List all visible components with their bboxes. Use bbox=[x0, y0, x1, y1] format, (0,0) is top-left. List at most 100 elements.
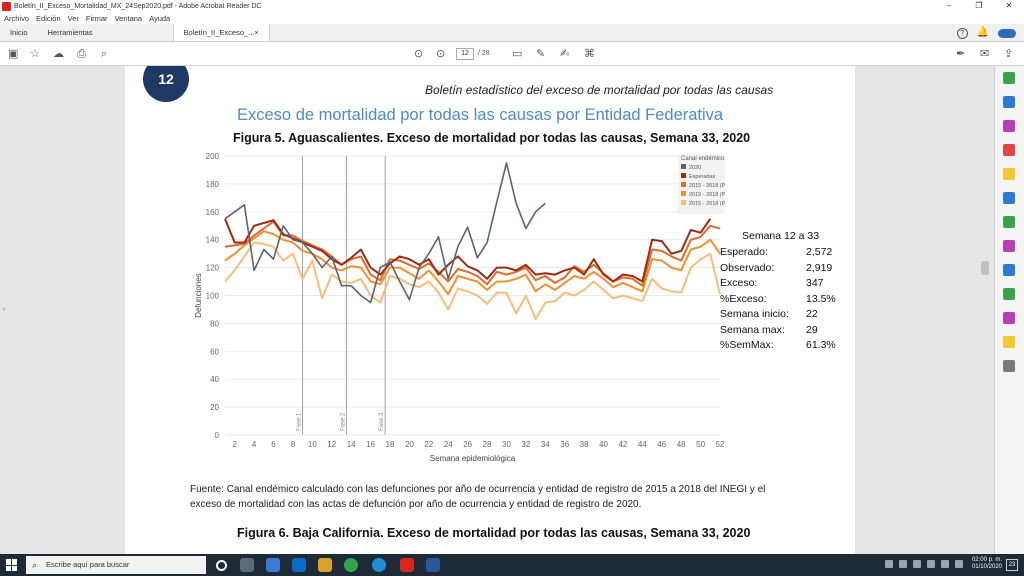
notifications-bell-icon[interactable]: 🔔 bbox=[976, 27, 990, 38]
compress-pdf-icon[interactable] bbox=[1003, 216, 1015, 228]
acrobat-taskbar-icon[interactable] bbox=[400, 558, 414, 572]
comment-tool-icon[interactable] bbox=[1003, 168, 1015, 180]
x-tick-label: 4 bbox=[252, 440, 257, 449]
outlook-icon[interactable] bbox=[292, 558, 306, 572]
x-tick-label: 48 bbox=[677, 440, 686, 449]
y-tick-label: 100 bbox=[206, 292, 220, 301]
x-tick-label: 26 bbox=[463, 440, 472, 449]
save-icon[interactable]: ▣ bbox=[8, 48, 19, 60]
section-title: Exceso de mortalidad por todas las causa… bbox=[237, 106, 724, 124]
windows-taskbar: ⌕ Escribe aquí para buscar 02:00 p. m. 0… bbox=[0, 554, 1024, 576]
stat-row: Semana inicio: 22 bbox=[720, 308, 850, 324]
figure-source-note: Fuente: Canal endémico calculado con las… bbox=[190, 484, 766, 510]
x-tick-label: 42 bbox=[618, 440, 627, 449]
page-number-input[interactable]: 12 bbox=[456, 48, 474, 60]
notification-center-icon[interactable]: 23 bbox=[1006, 559, 1018, 571]
y-tick-label: 40 bbox=[210, 375, 219, 384]
x-tick-label: 32 bbox=[521, 440, 530, 449]
sign-in-button[interactable] bbox=[998, 28, 1016, 38]
x-tick-label: 52 bbox=[716, 440, 725, 449]
legend-swatch bbox=[681, 191, 686, 196]
organize-pages-icon[interactable] bbox=[1003, 192, 1015, 204]
vertical-scrollbar[interactable] bbox=[978, 66, 992, 554]
teams-icon[interactable] bbox=[266, 558, 280, 572]
tab-close-icon[interactable]: × bbox=[254, 28, 259, 37]
phase-label: Fase 1 bbox=[297, 412, 303, 431]
stat-label: %SemMax: bbox=[720, 339, 774, 351]
y-tick-label: 20 bbox=[210, 403, 219, 412]
scrollbar-thumb[interactable] bbox=[981, 261, 989, 275]
page-total: / 28 bbox=[478, 50, 490, 57]
protect-icon[interactable] bbox=[1003, 240, 1015, 252]
menu-firmar[interactable]: Firmar bbox=[85, 13, 108, 23]
print-icon[interactable]: ⎙ bbox=[77, 48, 86, 60]
help-icon[interactable]: ? bbox=[956, 27, 968, 39]
left-panel-toggle[interactable]: › bbox=[0, 66, 12, 554]
menu-ayuda[interactable]: Ayuda bbox=[149, 13, 171, 23]
menu-edicion[interactable]: Edición bbox=[36, 13, 61, 23]
series-line bbox=[224, 218, 712, 283]
sign-icon[interactable]: ✍ bbox=[560, 48, 570, 60]
start-windows-icon[interactable] bbox=[6, 559, 18, 571]
y-tick-label: 200 bbox=[206, 152, 220, 161]
edit-sign-icon[interactable]: ✒ bbox=[956, 48, 966, 60]
tab-document[interactable]: Boletín_II_Exceso_... × bbox=[172, 24, 270, 41]
edit-pdf-icon[interactable] bbox=[1003, 120, 1015, 132]
previous-page-icon[interactable]: ⊙ bbox=[414, 48, 424, 60]
chrome-icon[interactable] bbox=[344, 558, 358, 572]
menu-ver[interactable]: Ver bbox=[67, 13, 79, 23]
email-icon[interactable]: ✉ bbox=[980, 48, 990, 60]
stat-label: Semana inicio: bbox=[720, 308, 789, 320]
request-signature-icon[interactable] bbox=[1003, 312, 1015, 324]
comment-icon[interactable]: ▭ bbox=[512, 48, 523, 60]
task-view-icon[interactable] bbox=[240, 558, 254, 572]
legend-swatch bbox=[681, 173, 686, 178]
scan-ocr-icon[interactable] bbox=[1003, 336, 1015, 348]
tab-home[interactable]: Inicio bbox=[10, 28, 28, 37]
stat-label: %Exceso: bbox=[720, 292, 767, 305]
menu-ventana[interactable]: Ventana bbox=[114, 13, 143, 23]
stat-value: 22 bbox=[806, 308, 818, 320]
next-page-icon[interactable]: ⊙ bbox=[436, 48, 446, 60]
edge-icon[interactable] bbox=[372, 558, 386, 572]
more-tools-icon[interactable] bbox=[1003, 360, 1015, 372]
fill-sign-tool-icon[interactable] bbox=[1003, 264, 1015, 276]
share-link-icon[interactable]: ⇪ bbox=[1004, 48, 1014, 60]
pdf-page: 12 Boletín estadístico del exceso de mor… bbox=[125, 66, 855, 554]
send-for-review-icon[interactable] bbox=[1003, 288, 1015, 300]
legend-label: 2015 - 2018 (P75) bbox=[689, 183, 725, 189]
taskbar-search-input[interactable]: ⌕ Escribe aquí para buscar bbox=[26, 556, 206, 574]
stats-header: Semana 12 a 33 bbox=[742, 230, 820, 242]
x-tick-label: 12 bbox=[327, 440, 336, 449]
legend-title: Canal endémico bbox=[681, 156, 725, 162]
tab-tools[interactable]: Herramientas bbox=[47, 28, 93, 37]
system-tray-icons[interactable] bbox=[885, 560, 963, 568]
expand-left-icon[interactable]: › bbox=[3, 306, 6, 313]
figure5-title: Figura 5. Aguascalientes. Exceso de mort… bbox=[233, 131, 751, 145]
highlight-pen-icon[interactable]: ✎ bbox=[536, 48, 546, 60]
search-zoom-icon[interactable]: ⌕ bbox=[101, 48, 108, 60]
export-pdf-icon[interactable] bbox=[1003, 72, 1015, 84]
x-tick-label: 44 bbox=[638, 440, 647, 449]
tab-document-label: Boletín_II_Exceso_... bbox=[183, 28, 255, 37]
bookmark-star-icon[interactable]: ☆ bbox=[30, 48, 40, 60]
menu-archivo[interactable]: Archivo bbox=[4, 13, 30, 23]
window-titlebar: Boletín_II_Exceso_Mortalidad_MX_24Sep202… bbox=[0, 0, 1024, 12]
file-explorer-icon[interactable] bbox=[318, 558, 332, 572]
clock[interactable]: 02:00 p. m. 01/10/2020 bbox=[972, 557, 1002, 571]
stat-value: 2,919 bbox=[806, 261, 833, 274]
upload-cloud-icon[interactable]: ☁ bbox=[53, 48, 64, 60]
minimize-button[interactable]: – bbox=[946, 1, 952, 10]
right-tools-panel bbox=[994, 66, 1024, 554]
close-window-button[interactable]: ✕ bbox=[1005, 1, 1013, 10]
x-tick-label: 20 bbox=[405, 440, 414, 449]
create-pdf-icon[interactable] bbox=[1003, 96, 1015, 108]
series-line bbox=[224, 162, 546, 304]
word-icon[interactable] bbox=[426, 558, 440, 572]
stat-row: Observado: 2,919 bbox=[720, 262, 850, 278]
maximize-button[interactable]: ❐ bbox=[975, 1, 983, 10]
combine-files-icon[interactable] bbox=[1003, 144, 1015, 156]
fill-sign-icon[interactable]: ⌘ bbox=[584, 48, 595, 60]
cortana-icon[interactable] bbox=[216, 560, 227, 571]
